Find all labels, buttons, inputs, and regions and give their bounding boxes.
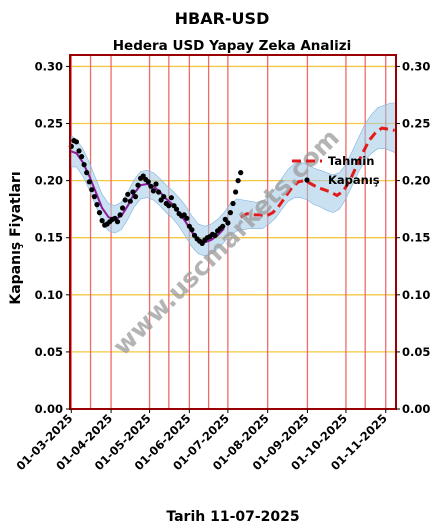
close-point xyxy=(79,154,85,160)
close-point xyxy=(73,139,79,145)
y-tick-label-right: 0.15 xyxy=(402,231,430,245)
y-tick-label: 0.30 xyxy=(35,59,63,73)
legend-forecast-label: Tahmin xyxy=(328,154,374,168)
y-axis-label: Kapanış Fiyatları xyxy=(8,171,24,304)
legend-close-label: Kapanış xyxy=(328,173,380,187)
y-tick-label: 0.15 xyxy=(35,231,63,245)
close-point xyxy=(86,179,92,185)
close-point xyxy=(189,227,195,233)
x-axis: 01-03-202501-04-202501-05-202501-06-2025… xyxy=(13,409,390,473)
close-point xyxy=(184,215,190,221)
close-point xyxy=(150,188,156,194)
close-point xyxy=(91,194,97,200)
close-point xyxy=(161,194,167,200)
chart-title: HBAR-USD xyxy=(175,9,270,28)
close-point xyxy=(127,198,133,204)
y-tick-label-right: 0.30 xyxy=(402,59,430,73)
y-tick-label: 0.10 xyxy=(35,288,63,302)
legend-close-swatch xyxy=(304,177,310,183)
close-point xyxy=(130,189,136,195)
close-point xyxy=(145,179,151,185)
close-point xyxy=(120,205,126,211)
y-tick-label: 0.05 xyxy=(35,345,63,359)
y-tick-label: 0.25 xyxy=(35,117,63,131)
y-tick-label-right: 0.05 xyxy=(402,345,430,359)
y-tick-label-right: 0.20 xyxy=(402,174,430,188)
close-points xyxy=(68,138,244,246)
close-point xyxy=(94,202,100,208)
plot-frame xyxy=(69,54,397,410)
y-tick-label: 0.20 xyxy=(35,174,63,188)
close-point xyxy=(233,189,239,195)
close-point xyxy=(135,182,141,188)
close-point xyxy=(125,191,131,197)
close-point xyxy=(89,187,95,193)
close-point xyxy=(212,232,218,238)
y-tick-label-right: 0.10 xyxy=(402,288,430,302)
close-point xyxy=(132,194,139,200)
close-point xyxy=(168,195,174,201)
close-point xyxy=(166,203,172,209)
close-point xyxy=(225,220,231,226)
close-point xyxy=(227,210,233,216)
close-point xyxy=(230,200,236,207)
close-point xyxy=(81,162,87,168)
y-axis-left: 0.00 0.05 0.10 0.15 0.20 0.25 0.30 xyxy=(35,59,70,416)
close-point xyxy=(238,170,244,176)
close-point xyxy=(156,189,162,195)
y-tick-label: 0.00 xyxy=(35,402,63,416)
close-point xyxy=(84,170,90,176)
close-point xyxy=(173,206,180,212)
legend: Tahmin Kapanış xyxy=(292,154,380,187)
y-axis-right: 0.00 0.05 0.10 0.15 0.20 0.25 0.30 xyxy=(396,59,430,416)
close-point xyxy=(96,210,103,216)
y-tick-label-right: 0.00 xyxy=(402,402,430,416)
y-tick-label-right: 0.25 xyxy=(402,117,430,131)
chart-subtitle: Hedera USD Yapay Zeka Analizi xyxy=(113,38,351,54)
close-point xyxy=(122,197,128,203)
x-axis-label: Tarih 11-07-2025 xyxy=(166,509,299,525)
close-point xyxy=(235,178,241,184)
close-point xyxy=(220,223,226,229)
close-point xyxy=(148,183,154,189)
close-point xyxy=(153,181,159,187)
close-point xyxy=(99,218,105,224)
close-point xyxy=(117,212,123,218)
close-point xyxy=(76,148,82,154)
close-point xyxy=(114,219,121,225)
